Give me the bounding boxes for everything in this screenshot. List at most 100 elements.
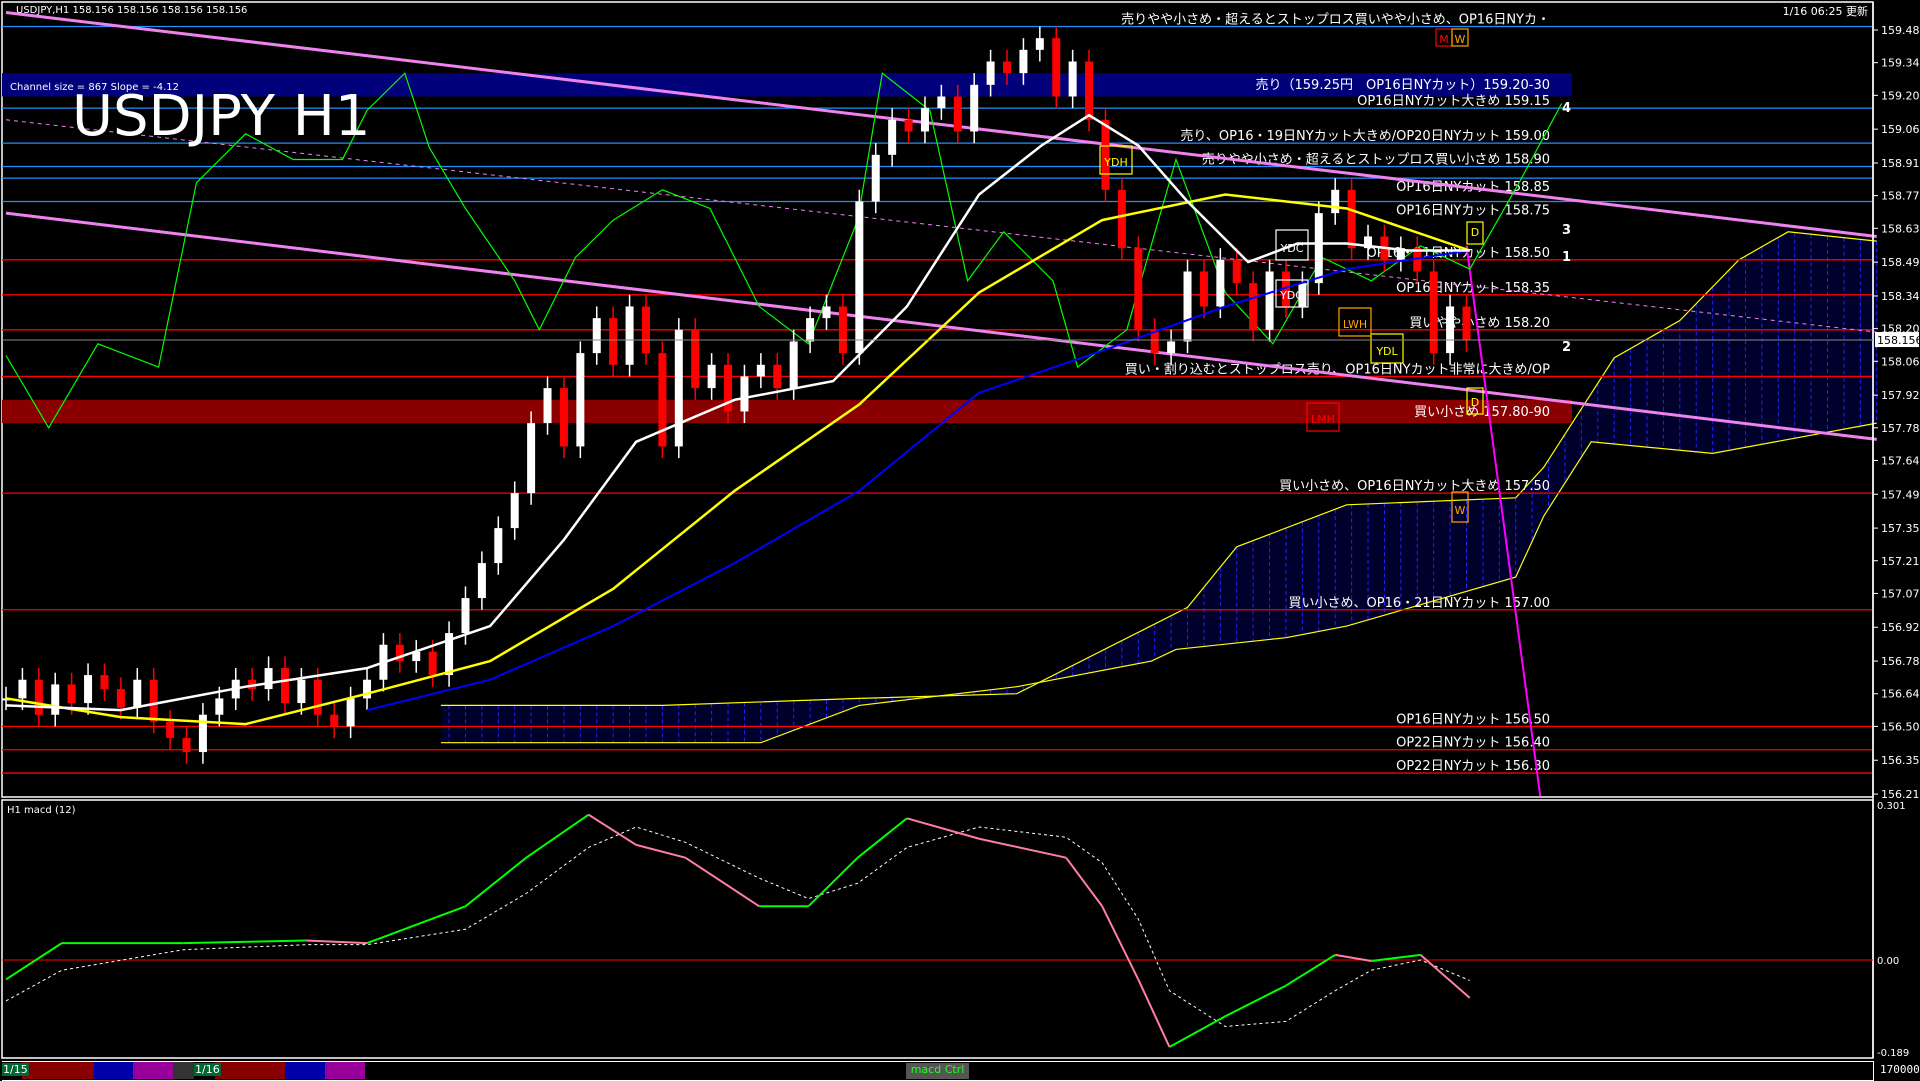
ichimoku-cloud: [440, 231, 1877, 743]
candle-body: [198, 714, 207, 753]
price-axis-label: 156.780: [1881, 655, 1920, 668]
macd-main-segment: [525, 813, 590, 859]
candle-body: [986, 61, 995, 85]
candle-body: [1413, 248, 1422, 272]
candle-body: [1364, 236, 1373, 249]
candle-body: [1446, 306, 1455, 354]
candle-body: [855, 201, 864, 354]
level-band: [2, 73, 1572, 97]
level-marker-label: M: [1439, 33, 1449, 46]
date-label: 1/15: [2, 1063, 29, 1076]
oscillator-line: [5, 72, 1563, 429]
price-level-label: 買い小さめ、OP16・21日NYカット 157.00: [1289, 596, 1550, 611]
candle-body: [789, 341, 798, 389]
macd-main-segment: [1065, 857, 1103, 907]
candle-body: [67, 684, 76, 704]
current-price-box: [1875, 332, 1919, 348]
candle-body: [1396, 248, 1405, 260]
candle-body: [543, 388, 552, 424]
candle-body: [363, 679, 372, 699]
candle-body: [1331, 189, 1340, 214]
candle-body: [34, 679, 43, 715]
candle-body: [1101, 119, 1110, 190]
macd-main-segment: [464, 856, 527, 908]
candle-body: [182, 738, 191, 753]
candle-body: [1199, 271, 1208, 307]
candle-body: [1347, 189, 1356, 249]
price-axis-label: 159.345: [1881, 57, 1920, 70]
cloud-span-a: [440, 231, 1877, 707]
level-marker-box: [1451, 491, 1469, 523]
level-marker-label: LWH: [1343, 318, 1367, 331]
price-axis-label: 157.640: [1881, 454, 1920, 467]
candle-body: [133, 679, 142, 708]
macd-ctrl-button[interactable]: macd Ctrl: [906, 1063, 969, 1079]
price-axis-label: 158.345: [1881, 290, 1920, 303]
level-marker-label: YDC: [1280, 242, 1304, 255]
channel-middle-line[interactable]: [5, 119, 1877, 333]
candle-body: [215, 698, 224, 715]
candle-body: [1035, 38, 1044, 50]
candle-body: [1117, 189, 1126, 249]
candle-body: [724, 364, 733, 412]
candle-body: [1167, 341, 1176, 354]
candle-body: [806, 318, 815, 342]
level-marker-label: D: [1471, 396, 1479, 409]
price-axis-label: 156.925: [1881, 621, 1920, 634]
candle-body: [888, 119, 897, 155]
macd-main-segment: [684, 856, 760, 908]
candle-body: [51, 684, 60, 715]
candle-body: [953, 96, 962, 132]
wave-label: 2: [1562, 340, 1571, 355]
candle-body: [1068, 61, 1077, 97]
candle-body: [970, 84, 979, 132]
macd-main-segment: [1101, 905, 1140, 980]
price-axis-label: 157.070: [1881, 587, 1920, 600]
level-marker-box: [1466, 221, 1484, 245]
candle-body: [1249, 283, 1258, 330]
candle-body: [330, 714, 339, 727]
wave-label: 3: [1562, 223, 1571, 238]
price-axis-label: 157.780: [1881, 422, 1920, 435]
macd-main-segment: [857, 817, 908, 859]
price-axis-label: 158.490: [1881, 256, 1920, 269]
price-level-label: OP22日NYカット 156.30: [1396, 759, 1550, 774]
candle-body: [149, 679, 158, 722]
candle-body: [1265, 271, 1274, 330]
price-axis-label: 156.500: [1881, 720, 1920, 733]
candle-body: [1462, 306, 1471, 341]
ma-blue-line: [366, 249, 1470, 712]
candle-body: [871, 154, 880, 202]
candle-body: [691, 329, 700, 389]
price-axis-label: 159.205: [1881, 89, 1920, 102]
candle-body: [576, 353, 585, 447]
macd-main-segment: [1419, 954, 1471, 999]
candle-body: [822, 306, 831, 319]
candle-body: [920, 108, 929, 132]
session-segment: [215, 1062, 285, 1079]
price-level-label: 買い小さめ、OP16日NYカット大きめ 157.50: [1279, 479, 1550, 494]
price-axis-label: 157.210: [1881, 555, 1920, 568]
time-bar[interactable]: 1/15 1/16 macd Ctrl: [2, 1061, 1874, 1081]
price-level-label: 買い・割り込むとストップロス売り、OP16日NYカット非常に大きめ/OP: [1125, 361, 1550, 377]
candle-body: [1150, 329, 1159, 354]
candle-body: [707, 364, 716, 389]
candle-body: [1003, 61, 1012, 74]
level-marker-box: [1338, 307, 1372, 337]
candle-body: [609, 318, 618, 365]
macd-label: H1 macd (12): [7, 805, 76, 816]
channel-upper-line[interactable]: [5, 11, 1877, 238]
ma-slow-line: [5, 193, 1471, 726]
macd-axis-label: -0.189: [1877, 1048, 1909, 1059]
session-segment: [22, 1062, 94, 1079]
macd-main-segment: [978, 837, 1067, 859]
candle-body: [1314, 213, 1323, 284]
candle-body: [297, 679, 306, 704]
projection-line[interactable]: [1465, 245, 1542, 797]
candle-body: [166, 721, 175, 739]
candle-body: [264, 668, 273, 690]
candle-body: [346, 698, 355, 727]
price-axis-label: 156.640: [1881, 688, 1920, 701]
wave-label: 4: [1562, 101, 1571, 116]
